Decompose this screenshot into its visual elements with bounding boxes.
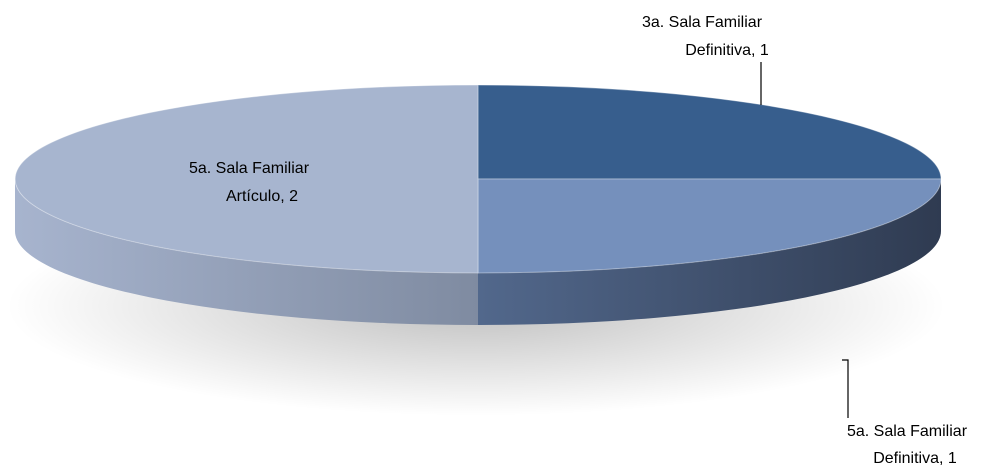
slice-side-5a-articulo	[15, 179, 478, 325]
slice-label-5a-articulo: 5a. Sala Familiar Artículo, 2	[189, 160, 310, 205]
svg-text:Artículo, 2: Artículo, 2	[226, 188, 298, 205]
slice-5a-definitiva	[477, 178, 942, 274]
slice-3a-definitiva	[477, 84, 942, 180]
pie-top	[14, 84, 942, 274]
svg-text:5a. Sala Familiar: 5a. Sala Familiar	[189, 160, 310, 177]
svg-text:Definitiva, 1: Definitiva, 1	[685, 42, 769, 59]
leader-line-5a-definitiva	[842, 359, 849, 418]
pie-leader-lines	[760, 62, 849, 418]
slice-5a-articulo	[14, 84, 479, 274]
slice-label-5a-definitiva: 5a. Sala Familiar Definitiva, 1	[847, 423, 968, 467]
svg-text:3a. Sala Familiar: 3a. Sala Familiar	[642, 14, 763, 31]
slice-side-5a-definitiva	[478, 179, 941, 325]
pie-sides	[15, 179, 941, 325]
svg-text:Definitiva, 1: Definitiva, 1	[873, 450, 957, 467]
slice-label-3a-definitiva: 3a. Sala Familiar Definitiva, 1	[642, 14, 769, 59]
svg-text:5a. Sala Familiar: 5a. Sala Familiar	[847, 423, 968, 440]
